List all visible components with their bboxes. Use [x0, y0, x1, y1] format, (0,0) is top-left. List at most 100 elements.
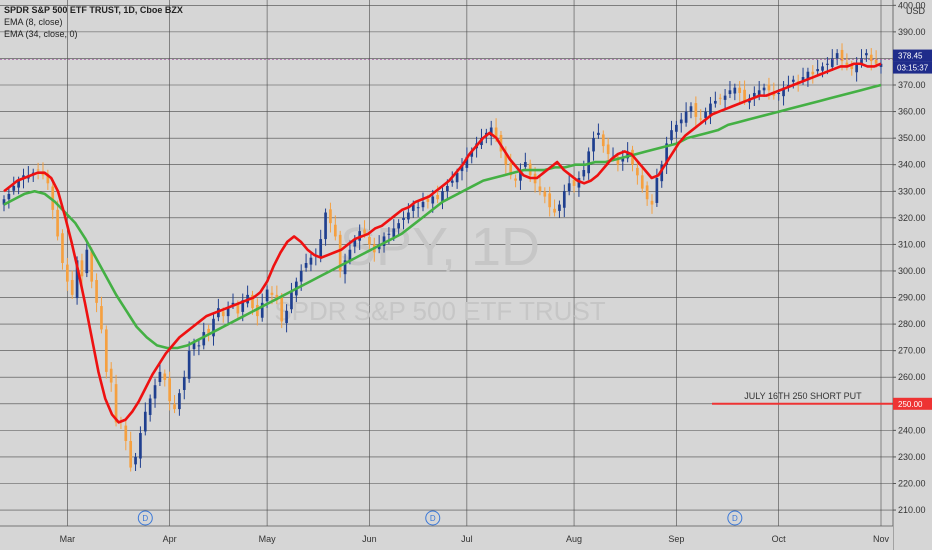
dividend-letter: D — [430, 514, 436, 523]
candle-body — [855, 63, 858, 73]
candle-body — [806, 71, 810, 81]
candle-body — [12, 185, 16, 191]
month-label: Sep — [668, 534, 684, 544]
candle-body — [733, 87, 737, 94]
ema-slow-line — [3, 83, 882, 350]
currency-label: USD — [906, 6, 926, 16]
candle-body — [212, 318, 215, 337]
candle-body — [621, 156, 625, 162]
candle-body — [665, 143, 668, 165]
candle-body — [56, 209, 59, 237]
candle-body — [251, 294, 254, 309]
candle-body — [660, 164, 664, 182]
dividend-circle — [425, 510, 441, 526]
candle-body — [675, 124, 678, 132]
candle-body — [777, 92, 781, 95]
candle-body — [835, 53, 839, 59]
candle-body — [197, 345, 201, 347]
candle-body — [85, 249, 89, 274]
candle-body — [402, 217, 405, 220]
watermark-name: SPDR S&P 500 ETF TRUST — [274, 296, 605, 326]
candle-body — [61, 233, 64, 263]
candle-body — [869, 54, 873, 62]
candle-body — [543, 191, 547, 197]
candle-body — [348, 249, 352, 261]
candle-body — [178, 393, 181, 410]
candle-body — [752, 92, 756, 97]
candle-body — [304, 263, 308, 268]
candle-body — [207, 328, 210, 335]
month-label: May — [259, 534, 277, 544]
candle-body — [265, 289, 269, 302]
price-tick-label: 310.00 — [898, 239, 926, 249]
candle-body — [465, 156, 469, 168]
candle-body — [114, 384, 118, 423]
candle-body — [679, 119, 683, 124]
month-label: Aug — [566, 534, 582, 544]
candle-body — [504, 153, 508, 165]
candle-body — [558, 204, 561, 211]
candle-body — [830, 58, 834, 67]
price-tick-label: 290.00 — [898, 293, 926, 303]
price-tick-label: 280.00 — [898, 319, 926, 329]
candle-body — [192, 342, 196, 350]
candle-body — [728, 90, 732, 95]
month-label: Oct — [772, 534, 787, 544]
price-badge: 378.45 — [898, 52, 923, 61]
candle-body — [562, 191, 566, 208]
candle-body — [606, 144, 610, 155]
candle-body — [363, 229, 366, 234]
candle-body — [874, 59, 878, 64]
price-tick-label: 210.00 — [898, 505, 926, 515]
candle-body — [626, 151, 629, 159]
annotation-group: JULY 16TH 250 SHORT PUT — [0, 59, 893, 405]
dividend-marker[interactable]: D — [727, 510, 743, 526]
candle-body — [782, 87, 785, 97]
dividend-marker[interactable]: D — [425, 510, 441, 526]
countdown-badge-bg — [893, 61, 932, 74]
candle-body — [129, 440, 133, 468]
candle-body — [134, 456, 137, 465]
candle-body — [821, 66, 824, 71]
month-label: Jun — [362, 534, 377, 544]
candle-body — [187, 350, 191, 379]
candle-body — [514, 178, 517, 181]
candle-body — [148, 398, 152, 415]
candle-body — [421, 201, 425, 208]
short-put-label: JULY 16TH 250 SHORT PUT — [744, 391, 862, 401]
candle-body — [601, 134, 605, 147]
candle-body — [523, 162, 527, 167]
candle-body — [718, 97, 722, 99]
price-axis-bg — [893, 0, 932, 550]
candle-body — [236, 304, 240, 314]
candle-body — [290, 292, 293, 310]
candle-body — [636, 167, 639, 176]
candle-body — [455, 172, 459, 183]
month-label: Mar — [60, 534, 76, 544]
candle-body — [572, 180, 576, 186]
candle-body — [309, 257, 313, 265]
candle-body — [470, 151, 474, 157]
candle-body — [860, 58, 863, 64]
level-badge-bg — [893, 397, 932, 410]
candle-body — [538, 186, 542, 192]
candle-body — [168, 378, 171, 402]
dividend-marker[interactable]: D — [137, 510, 153, 526]
month-label: Jul — [461, 534, 473, 544]
candle-body — [816, 69, 820, 72]
candle-body — [655, 177, 659, 203]
candle-body — [684, 111, 688, 123]
candle-body — [343, 260, 347, 275]
time-axis: MarAprMayJunJulAugSepOctNovDec2021DDDD — [0, 510, 893, 550]
candle-body — [582, 170, 586, 177]
candle-body — [95, 280, 98, 303]
candle-body — [743, 89, 746, 101]
candle-body — [65, 264, 69, 282]
candle-body — [714, 100, 717, 104]
candle-body — [231, 302, 235, 305]
candle-body — [353, 239, 357, 247]
candle-body — [616, 156, 620, 165]
candle-body — [270, 292, 274, 295]
